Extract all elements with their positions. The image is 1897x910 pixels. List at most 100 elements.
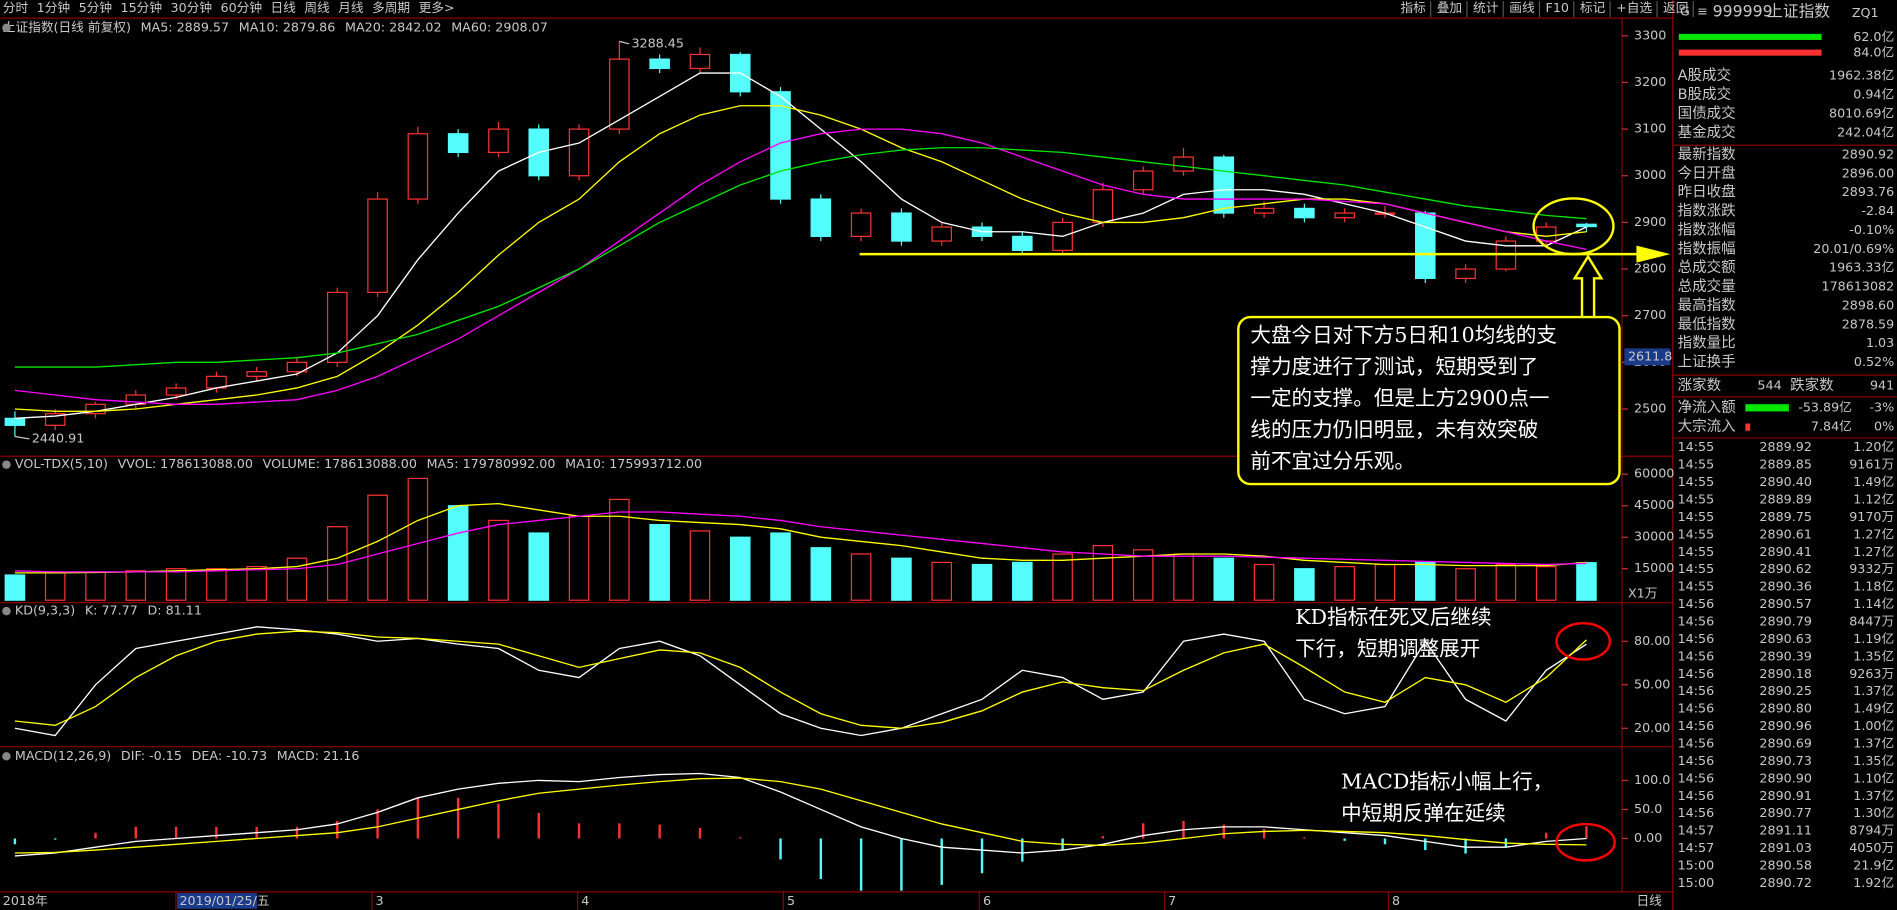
panel-icon[interactable] xyxy=(2,606,11,616)
chart-title: 上证指数(日线 前复权) xyxy=(3,19,131,34)
candle-body xyxy=(1213,156,1235,214)
menu-item[interactable]: 统计 xyxy=(1473,0,1499,15)
chart-title: VOL-TDX(5,10) xyxy=(15,456,108,471)
x-tick-label: 8 xyxy=(1392,893,1400,908)
volume-bar xyxy=(125,570,147,601)
macd-ellipse xyxy=(1555,822,1616,862)
menu-item[interactable]: 60分钟 xyxy=(220,0,262,15)
candle-body xyxy=(165,387,187,396)
y-tick-label: 30000 xyxy=(1634,529,1674,544)
quote-value: 1963.33亿 xyxy=(1829,260,1894,275)
breadth-value: 544 xyxy=(1757,378,1781,393)
candle-body xyxy=(689,53,711,70)
support-arrow xyxy=(1636,245,1671,263)
y-tick-label: 2900 xyxy=(1634,214,1666,229)
trade-price: 2889.89 xyxy=(1759,492,1811,507)
quote-label: 基金成交 xyxy=(1678,123,1736,141)
trade-volume: 1.35亿 xyxy=(1853,753,1894,768)
volume-bar xyxy=(246,566,267,601)
menu-item[interactable]: 叠加 xyxy=(1437,0,1462,15)
trade-price: 2890.80 xyxy=(1759,701,1811,716)
menu-item[interactable]: 分时 xyxy=(3,0,29,15)
menu-item[interactable]: 多周期 xyxy=(372,0,410,15)
menu-item[interactable]: F10 xyxy=(1546,0,1569,15)
candle-body xyxy=(1294,207,1315,219)
note-line: KD指标在死叉后继续 xyxy=(1295,605,1491,629)
menu-item[interactable]: 指标 xyxy=(1400,0,1426,15)
trade-time: 14:56 xyxy=(1678,631,1715,646)
trade-price: 2890.63 xyxy=(1759,631,1811,646)
trade-volume: 1.10亿 xyxy=(1853,770,1894,785)
menu-item[interactable]: 1分钟 xyxy=(37,0,70,15)
trade-time: 14:55 xyxy=(1678,544,1715,559)
period-label: 日线 xyxy=(1636,893,1662,908)
menu-item[interactable]: 返回 xyxy=(1663,0,1688,15)
candle-body xyxy=(609,58,630,130)
candle-body xyxy=(367,198,388,293)
panel-icon[interactable] xyxy=(2,23,11,33)
menu-item[interactable]: 日线 xyxy=(271,0,297,15)
menu-item[interactable]: 15分钟 xyxy=(120,0,162,15)
y-tick-label: 3000 xyxy=(1634,167,1666,182)
trade-volume: 1.12亿 xyxy=(1853,492,1894,507)
trade-price: 2890.58 xyxy=(1759,857,1811,872)
menu-item[interactable]: 更多> xyxy=(419,0,455,15)
volume-bar xyxy=(165,568,187,601)
trade-price: 2890.61 xyxy=(1759,526,1811,541)
panel-icon[interactable] xyxy=(2,752,11,761)
trade-time: 14:56 xyxy=(1678,753,1715,768)
note-line: 下行，短期调整展开 xyxy=(1295,636,1480,660)
trade-volume: 1.27亿 xyxy=(1853,544,1894,559)
trade-price: 2890.69 xyxy=(1759,735,1811,750)
quote-label: 指数涨跌 xyxy=(1678,203,1737,220)
volume-bar xyxy=(1173,553,1194,601)
quote-value: 178613082 xyxy=(1822,279,1895,294)
quote-label: 昨日收盘 xyxy=(1678,183,1736,201)
menu-item[interactable]: 月线 xyxy=(338,0,364,15)
volume-bar xyxy=(1495,563,1517,601)
quote-value: 0.94亿 xyxy=(1853,87,1894,102)
candle-body xyxy=(246,371,267,377)
volume-bar xyxy=(1294,568,1315,601)
trade-volume: 1.35亿 xyxy=(1853,648,1894,663)
quote-value: 8010.69亿 xyxy=(1829,106,1894,121)
y-tick-label: 3100 xyxy=(1634,121,1666,136)
quote-value: 1.03 xyxy=(1866,335,1894,350)
indicator-line xyxy=(14,105,1587,412)
volume-bar xyxy=(810,547,832,601)
x-tick-label: 5 xyxy=(787,893,795,908)
indicator-line xyxy=(14,630,1587,729)
candle-body xyxy=(568,128,590,177)
menu-item[interactable]: 标记 xyxy=(1580,0,1606,15)
y-tick-label: 3300 xyxy=(1634,27,1666,42)
y-tick-label: 100.0 xyxy=(1634,772,1670,787)
trade-price: 2890.25 xyxy=(1759,683,1811,698)
trade-volume: 1.49亿 xyxy=(1853,701,1894,716)
quote-label: 指数涨幅 xyxy=(1678,221,1736,238)
x-tick-label: 3 xyxy=(376,893,384,908)
x-tick-label: 2018年 xyxy=(3,893,48,908)
trade-volume: 1.27亿 xyxy=(1853,526,1894,541)
trade-price: 2890.18 xyxy=(1759,666,1811,681)
panel-icon[interactable] xyxy=(2,460,11,469)
volume-bar xyxy=(206,568,227,601)
trade-price: 2890.96 xyxy=(1759,718,1811,733)
flow-value: 7.84亿 xyxy=(1811,419,1852,434)
menu-item[interactable]: 周线 xyxy=(304,0,330,15)
trade-volume: 21.9亿 xyxy=(1853,857,1894,872)
quote-mark: G xyxy=(1680,4,1690,19)
menu-item[interactable]: 30分钟 xyxy=(170,0,212,15)
menu-item[interactable]: 5分钟 xyxy=(79,0,112,15)
menu-item[interactable]: 画线 xyxy=(1509,0,1535,15)
menu-item[interactable]: +自选 xyxy=(1616,0,1652,15)
quote-menu[interactable]: ≡ xyxy=(1697,4,1708,19)
trade-price: 2890.40 xyxy=(1759,474,1811,489)
indicator-line xyxy=(14,626,1587,737)
volume-bar xyxy=(931,561,953,601)
volume-bar xyxy=(4,574,26,601)
trade-time: 14:55 xyxy=(1678,492,1715,507)
volume-bar xyxy=(649,524,670,601)
trade-time: 14:56 xyxy=(1678,805,1715,820)
x-tick-label: 4 xyxy=(581,893,589,908)
volume-bar xyxy=(1576,562,1597,601)
